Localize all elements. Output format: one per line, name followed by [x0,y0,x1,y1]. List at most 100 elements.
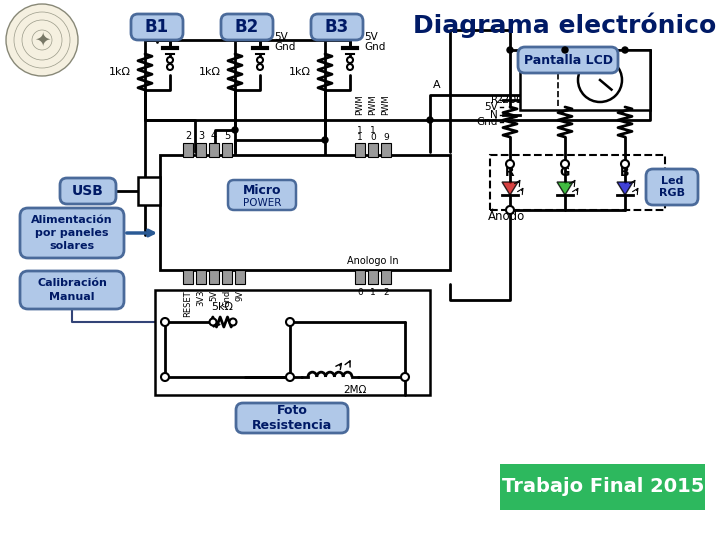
Bar [381,143,391,157]
Text: 9: 9 [383,133,389,142]
Circle shape [507,47,513,53]
Bar [355,270,365,284]
FancyBboxPatch shape [228,180,296,210]
Circle shape [6,4,78,76]
Text: R: R [491,95,498,105]
Text: 5V: 5V [485,102,498,112]
Text: A: A [433,80,441,90]
Bar [209,143,219,157]
Text: USB: USB [72,184,104,198]
FancyBboxPatch shape [20,271,124,309]
Text: 1: 1 [357,133,363,142]
Polygon shape [617,182,633,195]
Circle shape [401,373,409,381]
Text: 3: 3 [198,131,204,141]
Text: 1kΩ: 1kΩ [199,67,221,77]
Circle shape [506,206,514,214]
Text: Calibración
Manual: Calibración Manual [37,279,107,302]
Text: ✦: ✦ [34,30,50,50]
Text: B3: B3 [325,18,349,36]
Bar [381,270,391,284]
FancyBboxPatch shape [221,14,273,40]
Circle shape [286,318,294,326]
Text: Trabajo Final 2015: Trabajo Final 2015 [502,476,704,496]
Bar [235,270,245,284]
Text: 1kΩ: 1kΩ [289,67,311,77]
Circle shape [561,160,569,168]
Bar [209,270,219,284]
Text: 5: 5 [224,131,230,141]
Text: Led
RGB: Led RGB [659,176,685,198]
Text: PWM: PWM [382,94,390,116]
FancyBboxPatch shape [131,14,183,40]
Circle shape [322,137,328,143]
Text: 5V: 5V [210,290,218,301]
Text: Gnd: Gnd [477,117,498,127]
Circle shape [232,127,238,133]
Text: 220Ω: 220Ω [610,95,640,105]
Bar [183,270,193,284]
Circle shape [161,373,169,381]
Text: 220Ω: 220Ω [550,95,580,105]
Circle shape [167,57,173,63]
Text: PWM: PWM [356,94,364,116]
FancyBboxPatch shape [60,178,116,204]
Polygon shape [557,182,573,195]
Text: B: B [620,166,630,179]
Text: B2: B2 [235,18,259,36]
Circle shape [230,319,236,326]
Circle shape [621,160,629,168]
Bar [368,143,378,157]
Circle shape [622,47,628,53]
Text: N: N [490,110,498,120]
Text: Diagrama electrónico: Diagrama electrónico [413,12,716,38]
Bar [500,464,705,510]
Circle shape [578,58,622,102]
Circle shape [257,64,263,70]
Text: PWM: PWM [369,94,377,116]
Circle shape [210,319,217,326]
Bar [196,270,206,284]
Circle shape [167,64,173,70]
Bar [138,177,160,205]
Bar [520,50,650,110]
Circle shape [257,57,263,63]
Circle shape [286,373,294,381]
FancyBboxPatch shape [236,403,348,433]
Text: 5V: 5V [364,32,378,42]
Text: G: G [560,166,570,179]
Text: R: R [505,166,515,179]
Text: 0: 0 [357,288,363,297]
Text: 1: 1 [370,126,376,135]
Text: Foto
Resistencia: Foto Resistencia [252,404,332,432]
Text: 3V3: 3V3 [197,290,205,307]
Text: 0: 0 [370,133,376,142]
Bar [490,155,665,210]
Text: 2: 2 [185,131,191,141]
FancyBboxPatch shape [518,47,618,73]
FancyBboxPatch shape [20,208,124,258]
Circle shape [347,64,353,70]
Text: 9V: 9V [235,290,245,301]
Text: Micro: Micro [243,184,282,197]
Text: 2MΩ: 2MΩ [343,385,366,395]
Bar [368,270,378,284]
Circle shape [506,160,514,168]
Text: 1: 1 [370,288,376,297]
Text: Alimentación
por paneles
solares: Alimentación por paneles solares [31,215,113,251]
Text: 1: 1 [357,126,363,135]
Text: RESET: RESET [184,290,192,316]
Bar [183,143,193,157]
Text: Ánodo: Ánodo [488,211,526,224]
Text: 1kΩ: 1kΩ [109,67,131,77]
Text: Gnd: Gnd [222,290,232,307]
Circle shape [427,117,433,123]
Bar [355,143,365,157]
Text: POWER: POWER [243,198,282,208]
Text: 2: 2 [383,288,389,297]
Text: Anologo In: Anologo In [347,256,399,266]
FancyBboxPatch shape [311,14,363,40]
Circle shape [562,47,568,53]
Text: Gnd: Gnd [274,42,295,52]
Text: 220Ω: 220Ω [495,95,525,105]
